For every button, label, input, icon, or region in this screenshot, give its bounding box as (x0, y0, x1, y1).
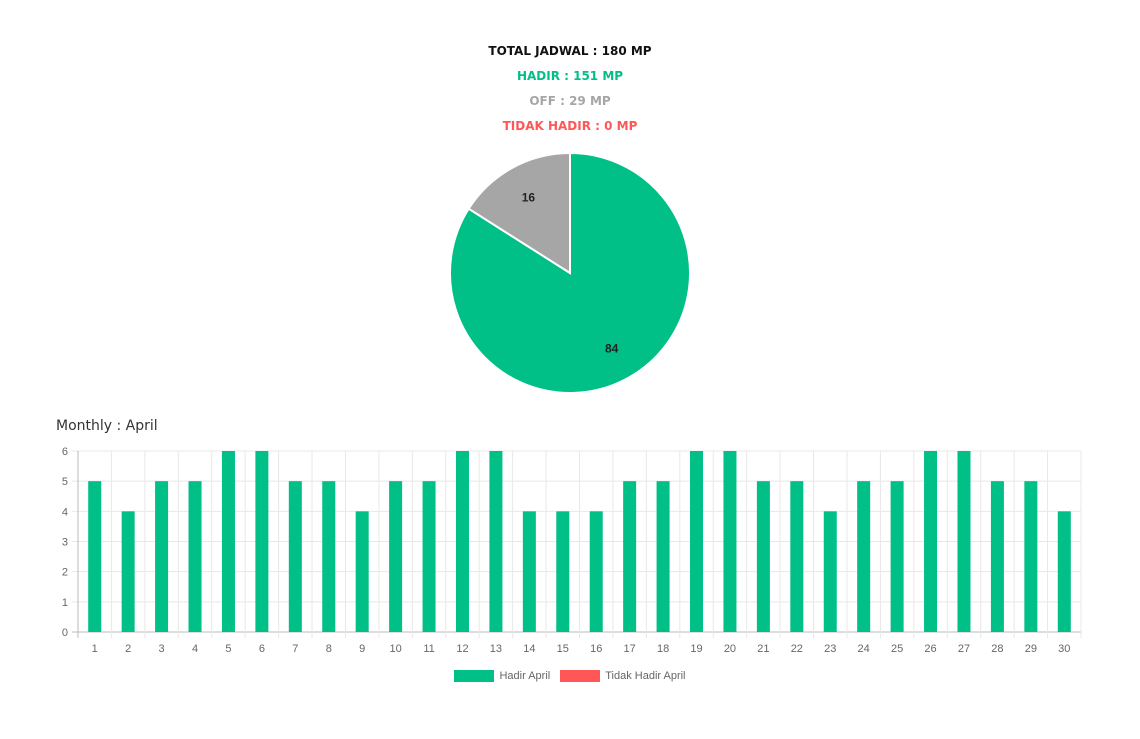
legend-swatch-hadir (454, 670, 495, 682)
x-tick-label: 10 (389, 643, 401, 655)
bar-hadir[interactable] (924, 451, 938, 632)
x-tick-label: 23 (824, 643, 836, 655)
bar-hadir[interactable] (221, 451, 235, 632)
x-tick-label: 11 (423, 643, 434, 655)
bar-hadir[interactable] (790, 481, 804, 632)
x-tick-label: 17 (624, 643, 636, 655)
legend-label-tidak-hadir: Tidak Hadir April (605, 670, 686, 682)
bar-chart-legend: Hadir April Tidak Hadir April (0, 670, 1140, 682)
x-tick-label: 12 (456, 643, 468, 655)
y-tick-label: 4 (62, 506, 68, 518)
bar-hadir[interactable] (455, 451, 469, 632)
pie-slice-value-label: 84 (605, 342, 619, 356)
x-tick-label: 6 (259, 643, 265, 655)
x-tick-label: 25 (891, 643, 903, 655)
x-tick-label: 28 (991, 643, 1003, 655)
x-tick-label: 5 (225, 643, 231, 655)
x-tick-label: 14 (523, 643, 535, 655)
bar-hadir[interactable] (322, 481, 336, 632)
x-tick-label: 26 (924, 643, 936, 655)
legend-item-tidak-hadir[interactable]: Tidak Hadir April (560, 670, 686, 682)
hadir-label: HADIR : 151 MP (516, 69, 624, 83)
x-tick-label: 18 (657, 643, 669, 655)
legend-swatch-tidak-hadir (560, 670, 601, 682)
bar-hadir[interactable] (656, 481, 670, 632)
x-tick-label: 15 (557, 643, 569, 655)
y-tick-label: 3 (62, 537, 68, 549)
x-tick-label: 22 (791, 643, 803, 655)
x-tick-label: 27 (958, 643, 970, 655)
legend-label-hadir: Hadir April (499, 670, 551, 682)
total-jadwal-label: TOTAL JADWAL : 180 MP (488, 44, 652, 58)
off-label: OFF : 29 MP (529, 94, 611, 108)
bar-hadir[interactable] (389, 481, 403, 632)
bar-hadir[interactable] (188, 481, 202, 632)
y-tick-label: 2 (62, 567, 68, 579)
bar-hadir[interactable] (823, 511, 837, 632)
x-tick-label: 16 (590, 643, 602, 655)
attendance-pie-chart: 84 16 (449, 152, 691, 394)
bar-hadir[interactable] (88, 481, 102, 632)
bar-hadir[interactable] (957, 451, 971, 632)
bar-hadir[interactable] (589, 511, 603, 632)
bar-hadir[interactable] (1024, 481, 1038, 632)
bar-hadir[interactable] (489, 451, 503, 632)
y-tick-label: 5 (62, 476, 68, 488)
bar-hadir[interactable] (890, 481, 904, 632)
bar-hadir[interactable] (355, 511, 369, 632)
x-tick-label: 29 (1025, 643, 1037, 655)
bar-hadir[interactable] (155, 481, 169, 632)
x-tick-label: 4 (192, 643, 198, 655)
x-tick-label: 2 (125, 643, 131, 655)
bar-hadir[interactable] (857, 481, 871, 632)
tidak-hadir-label: TIDAK HADIR : 0 MP (502, 119, 638, 133)
bar-hadir[interactable] (723, 451, 737, 632)
bar-hadir[interactable] (690, 451, 704, 632)
y-tick-label: 1 (62, 597, 68, 609)
x-tick-label: 13 (490, 643, 502, 655)
bar-hadir[interactable] (255, 451, 269, 632)
x-tick-label: 7 (292, 643, 298, 655)
bar-hadir[interactable] (990, 481, 1004, 632)
x-tick-label: 30 (1058, 643, 1070, 655)
y-tick-label: 6 (62, 446, 68, 458)
bar-hadir[interactable] (288, 481, 302, 632)
monthly-chart-title: Monthly : April (56, 418, 158, 434)
bar-hadir[interactable] (623, 481, 637, 632)
bar-hadir[interactable] (121, 511, 135, 632)
y-tick-label: 0 (62, 627, 68, 639)
bar-hadir[interactable] (756, 481, 770, 632)
pie-slice-value-label: 16 (522, 190, 536, 204)
x-tick-label: 21 (757, 643, 769, 655)
x-tick-label: 20 (724, 643, 736, 655)
bar-hadir[interactable] (1057, 511, 1071, 632)
bar-hadir[interactable] (556, 511, 570, 632)
x-tick-label: 19 (690, 643, 702, 655)
bar-hadir[interactable] (422, 481, 436, 632)
x-tick-label: 24 (858, 643, 870, 655)
x-tick-label: 9 (359, 643, 365, 655)
legend-item-hadir[interactable]: Hadir April (454, 670, 550, 682)
pie-slice-off[interactable] (467, 152, 571, 275)
x-tick-label: 8 (326, 643, 332, 655)
bar-hadir[interactable] (522, 511, 536, 632)
x-tick-label: 1 (92, 643, 98, 655)
x-tick-label: 3 (159, 643, 165, 655)
